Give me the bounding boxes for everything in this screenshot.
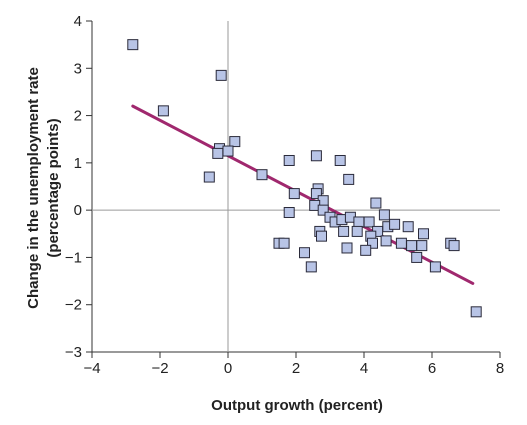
data-point (229, 136, 241, 148)
data-point (389, 218, 401, 230)
y-tick-label: 4 (74, 13, 82, 30)
data-point (334, 154, 346, 166)
data-point (411, 251, 423, 263)
data-point (363, 216, 375, 228)
y-axis-title: Change in the unemployment rate (percent… (25, 67, 62, 309)
data-point (299, 247, 310, 259)
zero-lines (92, 21, 500, 352)
data-points (127, 39, 482, 318)
data-point (256, 169, 268, 181)
x-tick-label: 8 (496, 360, 504, 377)
data-point (310, 150, 322, 162)
data-point (341, 242, 353, 254)
data-point (395, 237, 407, 249)
x-tick-label: 0 (224, 360, 232, 377)
data-point (310, 188, 322, 200)
y-tick-label: 2 (74, 108, 82, 125)
data-point (402, 221, 414, 233)
x-axis-title: Output growth (percent) (211, 397, 383, 414)
axes (86, 20, 501, 358)
y-tick-label: −2 (65, 297, 82, 314)
data-point (343, 173, 355, 185)
data-point (380, 235, 392, 247)
data-point (353, 216, 365, 228)
data-point (212, 147, 224, 159)
data-point (222, 145, 234, 157)
y-tick-label: −3 (65, 344, 82, 361)
data-point (370, 197, 382, 209)
data-point (316, 230, 327, 242)
x-tick-label: 4 (360, 360, 368, 377)
data-point (127, 39, 139, 51)
x-tick-labels: −4 −2 0 2 4 6 8 (83, 360, 504, 377)
data-point (215, 69, 227, 81)
y-axis-title-line2: (percentage points) (45, 118, 62, 257)
data-point (406, 240, 418, 252)
x-tick-label: 2 (292, 360, 300, 377)
data-point (157, 105, 169, 117)
y-tick-labels: −3 −2 −1 0 1 2 3 4 (65, 13, 82, 361)
data-point (305, 261, 317, 273)
data-point (416, 240, 428, 252)
data-point (429, 261, 441, 273)
data-point (338, 225, 350, 237)
y-axis-title-line1: Change in the unemployment rate (25, 67, 42, 309)
y-tick-label: −1 (65, 249, 82, 266)
data-point (448, 240, 460, 252)
data-point (367, 237, 378, 249)
x-tick-label: −2 (151, 360, 168, 377)
y-tick-label: 0 (74, 202, 82, 219)
y-tick-label: 3 (74, 60, 82, 77)
data-point (203, 171, 215, 183)
data-point (288, 188, 300, 200)
data-point (360, 244, 372, 256)
data-point (418, 228, 429, 240)
data-point (278, 237, 290, 249)
data-point (283, 207, 295, 219)
data-point (378, 209, 390, 221)
x-tick-label: 6 (428, 360, 436, 377)
y-tick-label: 1 (74, 155, 82, 172)
data-point (351, 225, 363, 237)
x-tick-label: −4 (83, 360, 100, 377)
data-point (283, 154, 295, 166)
data-point (470, 306, 482, 318)
data-point (317, 204, 329, 216)
